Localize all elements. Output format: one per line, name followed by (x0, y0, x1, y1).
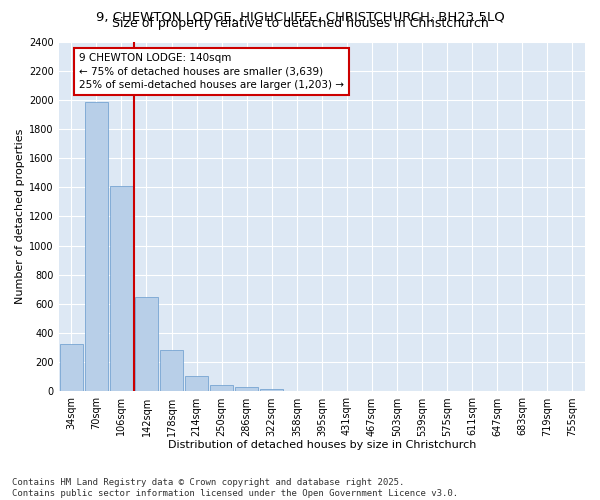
Y-axis label: Number of detached properties: Number of detached properties (15, 129, 25, 304)
Bar (160, 350, 183, 392)
X-axis label: Distribution of detached houses by size in Christchurch: Distribution of detached houses by size … (168, 440, 476, 450)
Text: 9, CHEWTON LODGE, HIGHCLIFFE, CHRISTCHURCH, BH23 5LQ: 9, CHEWTON LODGE, HIGHCLIFFE, CHRISTCHUR… (95, 10, 505, 23)
Bar (135, 296, 158, 392)
Bar (211, 385, 233, 392)
Text: 9 CHEWTON LODGE: 140sqm
← 75% of detached houses are smaller (3,639)
25% of semi: 9 CHEWTON LODGE: 140sqm ← 75% of detache… (79, 53, 344, 90)
Bar (235, 387, 258, 392)
Text: Size of property relative to detached houses in Christchurch: Size of property relative to detached ho… (112, 18, 488, 30)
Bar (60, 344, 83, 392)
Bar (85, 102, 107, 392)
Text: Contains HM Land Registry data © Crown copyright and database right 2025.
Contai: Contains HM Land Registry data © Crown c… (12, 478, 458, 498)
Bar (110, 186, 133, 392)
Bar (185, 376, 208, 392)
Bar (260, 390, 283, 392)
